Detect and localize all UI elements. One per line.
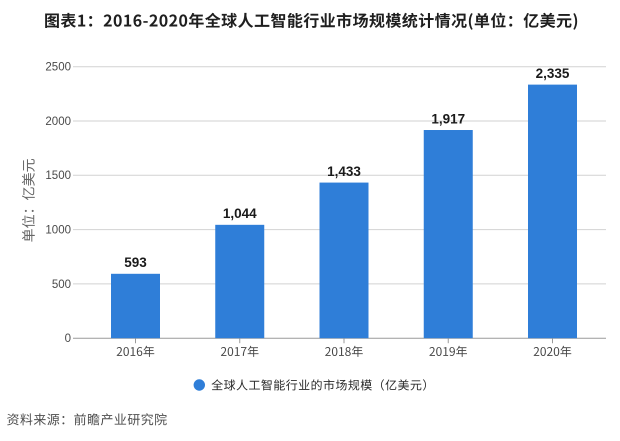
svg-text:0: 0 [65, 333, 71, 345]
svg-text:500: 500 [52, 279, 71, 291]
svg-text:2500: 2500 [45, 62, 71, 74]
svg-text:2000: 2000 [45, 116, 71, 128]
svg-text:1500: 1500 [45, 170, 71, 182]
svg-text:1000: 1000 [45, 225, 71, 237]
svg-text:2,335: 2,335 [536, 66, 570, 81]
svg-text:593: 593 [124, 255, 147, 270]
svg-text:1,917: 1,917 [431, 111, 465, 126]
svg-text:1,433: 1,433 [327, 164, 361, 179]
svg-text:1,044: 1,044 [223, 206, 257, 221]
